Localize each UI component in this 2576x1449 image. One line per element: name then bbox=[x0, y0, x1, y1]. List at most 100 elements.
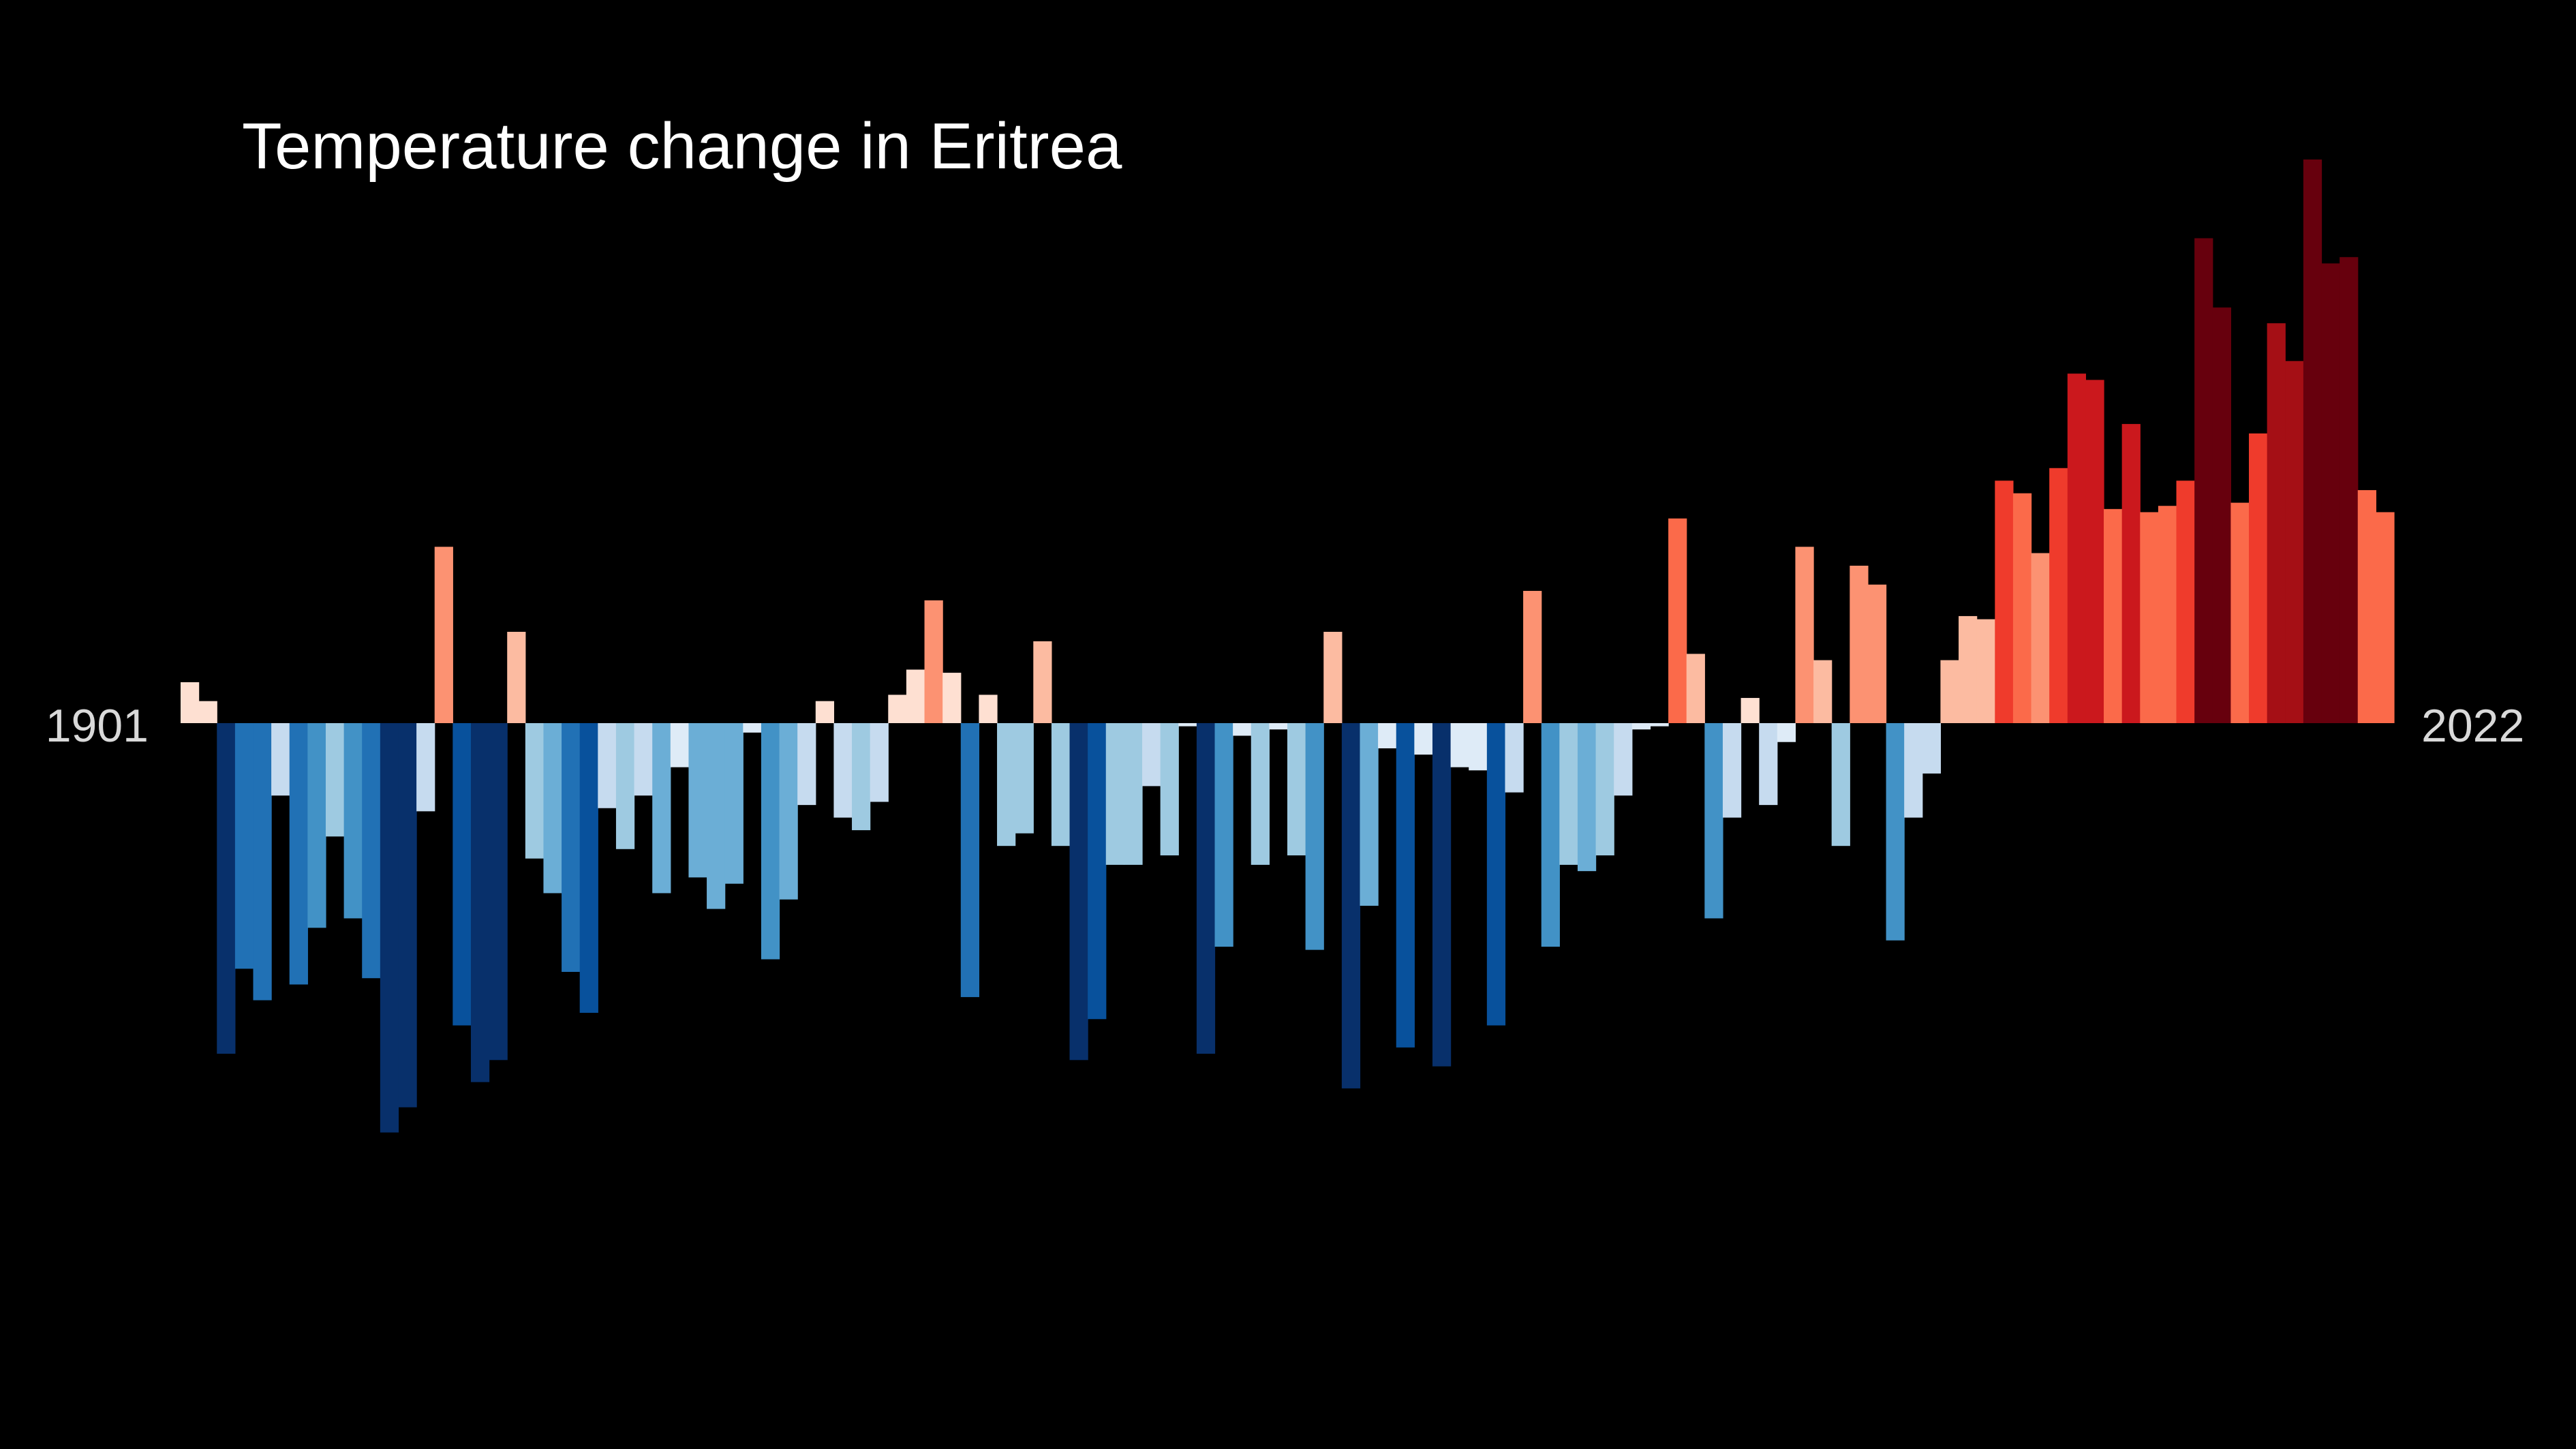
bar-1933 bbox=[761, 723, 780, 960]
bar-1920 bbox=[525, 723, 545, 859]
bar-1997 bbox=[1922, 723, 1942, 774]
bar-1924 bbox=[598, 723, 617, 808]
bar-1954 bbox=[1142, 723, 1161, 787]
bar-1979 bbox=[1595, 723, 1614, 856]
bar-1908 bbox=[307, 723, 326, 928]
bar-1996 bbox=[1904, 723, 1923, 818]
bar-2011 bbox=[2176, 481, 2195, 723]
bar-1918 bbox=[489, 723, 508, 1061]
bar-1968 bbox=[1396, 723, 1415, 1048]
bar-2002 bbox=[2012, 493, 2032, 723]
bar-1960 bbox=[1251, 723, 1270, 865]
bar-1915 bbox=[434, 547, 453, 723]
bar-2009 bbox=[2140, 512, 2159, 723]
chart-title: Temperature change in Eritrea bbox=[242, 110, 1122, 183]
bar-1949 bbox=[1051, 723, 1071, 846]
bar-1963 bbox=[1305, 723, 1324, 950]
bar-series bbox=[181, 159, 2395, 1133]
bar-1936 bbox=[815, 701, 835, 723]
bar-1956 bbox=[1178, 723, 1197, 727]
bar-1974 bbox=[1505, 723, 1524, 793]
bar-1937 bbox=[833, 723, 853, 818]
bar-1917 bbox=[470, 723, 490, 1082]
bar-1981 bbox=[1631, 723, 1651, 730]
bar-1987 bbox=[1741, 698, 1760, 723]
bar-1989 bbox=[1777, 723, 1796, 742]
bar-1919 bbox=[507, 632, 526, 723]
bar-1940 bbox=[888, 695, 907, 723]
bar-1942 bbox=[924, 600, 943, 723]
bar-1947 bbox=[1015, 723, 1034, 834]
bar-2007 bbox=[2104, 508, 2123, 723]
bar-1957 bbox=[1196, 723, 1216, 1054]
bar-2010 bbox=[2158, 506, 2177, 723]
bar-1946 bbox=[997, 723, 1016, 846]
bar-1929 bbox=[688, 723, 707, 878]
bar-2001 bbox=[1995, 481, 2014, 723]
bar-1961 bbox=[1269, 723, 1288, 730]
bar-1977 bbox=[1559, 723, 1578, 865]
bar-2014 bbox=[2230, 502, 2250, 723]
bar-1982 bbox=[1650, 723, 1669, 727]
start-year-label: 1901 bbox=[46, 700, 149, 752]
end-year-label: 2022 bbox=[2421, 700, 2524, 752]
bar-1935 bbox=[797, 723, 816, 806]
bar-2015 bbox=[2249, 433, 2268, 723]
bar-1965 bbox=[1341, 723, 1361, 1088]
bar-1951 bbox=[1088, 723, 1107, 1020]
bar-2006 bbox=[2085, 380, 2104, 723]
bar-2008 bbox=[2121, 424, 2141, 723]
bar-1912 bbox=[380, 723, 399, 1133]
bar-1967 bbox=[1378, 723, 1397, 748]
bar-2020 bbox=[2340, 257, 2359, 723]
bar-1904 bbox=[234, 723, 254, 969]
bar-1972 bbox=[1469, 723, 1488, 771]
bar-1955 bbox=[1160, 723, 1179, 856]
bar-1916 bbox=[453, 723, 472, 1026]
bar-1980 bbox=[1614, 723, 1633, 796]
bar-1926 bbox=[634, 723, 653, 796]
bar-1939 bbox=[870, 723, 889, 802]
bar-1932 bbox=[743, 723, 762, 733]
bar-2013 bbox=[2212, 307, 2231, 723]
bar-1930 bbox=[707, 723, 726, 909]
bar-1906 bbox=[271, 723, 290, 796]
bar-1934 bbox=[779, 723, 798, 900]
bar-1928 bbox=[670, 723, 690, 767]
bar-1983 bbox=[1668, 518, 1687, 723]
bar-1941 bbox=[906, 669, 925, 723]
bar-2017 bbox=[2285, 361, 2304, 723]
bar-1970 bbox=[1432, 723, 1452, 1067]
bar-2005 bbox=[2067, 373, 2087, 723]
bar-2004 bbox=[2049, 468, 2068, 723]
bar-1913 bbox=[398, 723, 417, 1108]
bar-1902 bbox=[198, 701, 217, 723]
bar-1911 bbox=[362, 723, 381, 979]
bar-1964 bbox=[1323, 632, 1343, 723]
bar-1959 bbox=[1233, 723, 1252, 736]
bar-1914 bbox=[416, 723, 435, 812]
bar-2021 bbox=[2357, 490, 2376, 723]
bar-1962 bbox=[1287, 723, 1306, 856]
bar-1993 bbox=[1850, 566, 1869, 723]
bar-1952 bbox=[1105, 723, 1124, 865]
bar-1938 bbox=[852, 723, 871, 831]
bar-2003 bbox=[2031, 553, 2050, 723]
bar-1905 bbox=[253, 723, 272, 1001]
bar-2012 bbox=[2194, 238, 2213, 723]
bar-1991 bbox=[1813, 660, 1833, 723]
bar-1999 bbox=[1959, 615, 1978, 723]
bar-1909 bbox=[325, 723, 345, 837]
bar-1903 bbox=[217, 723, 236, 1054]
bar-1995 bbox=[1886, 723, 1905, 941]
bar-1978 bbox=[1577, 723, 1597, 872]
bar-1922 bbox=[562, 723, 581, 972]
bar-1921 bbox=[543, 723, 562, 894]
bar-1944 bbox=[960, 723, 980, 997]
bar-1988 bbox=[1759, 723, 1778, 806]
bar-1998 bbox=[1940, 660, 1959, 723]
bar-1985 bbox=[1704, 723, 1723, 919]
bar-1971 bbox=[1450, 723, 1469, 767]
bar-1973 bbox=[1486, 723, 1506, 1026]
